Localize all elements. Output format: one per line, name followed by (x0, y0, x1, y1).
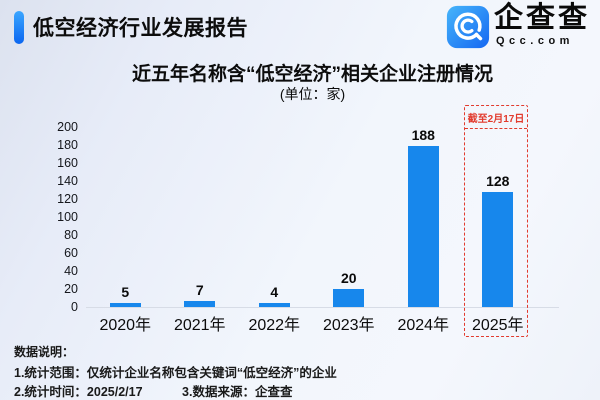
y-tick-label: 60 (64, 246, 78, 260)
y-tick-label: 140 (57, 174, 78, 188)
bar-group-2023: 20 (312, 127, 387, 307)
bar-2022 (258, 303, 290, 307)
annotation-label: 截至2月17日 (465, 106, 527, 129)
y-tick-label: 80 (64, 228, 78, 242)
bar-value-label: 4 (270, 284, 279, 301)
logo-name: 企查查 (493, 2, 590, 34)
y-tick-label: 100 (57, 210, 78, 224)
x-label-2024: 2024年 (397, 317, 450, 334)
footnote-line1: 1.统计范围：仅统计企业名称包含关键词“低空经济”的企业 (14, 366, 337, 380)
x-label-2022: 2022年 (248, 317, 301, 334)
bar-value-label: 128 (486, 172, 510, 189)
bar-2025 (482, 191, 514, 307)
y-tick-label: 200 (57, 120, 78, 134)
bar-2023 (333, 289, 365, 307)
x-label-2025: 2025年 (471, 317, 524, 334)
bar-2021 (184, 300, 216, 307)
bar-group-2021: 7 (163, 127, 238, 307)
y-tick-label: 180 (57, 138, 78, 152)
logo-text: 企查查 Qcc.com (494, 3, 590, 47)
footnote-data-source: 3.数据来源：企查查 (182, 385, 293, 399)
chart-unit-label: (单位：家) (279, 86, 346, 102)
bar-value-label: 188 (411, 127, 435, 143)
chart-title: 近五年名称含“低空经济”相关企业注册情况 (131, 64, 493, 85)
x-label-2023: 2023年 (322, 317, 375, 334)
x-axis-baseline (86, 307, 559, 308)
footnote-line2: 2.统计时间：2025/2/17 3.数据来源：企查查 (14, 381, 292, 400)
footnote-stat-time: 2.统计时间：2025/2/17 (14, 385, 143, 399)
report-title: 低空经济行业发展报告 (33, 17, 248, 40)
y-tick-label: 40 (64, 264, 78, 278)
y-tick-label: 0 (71, 300, 78, 314)
bar-value-label: 7 (195, 281, 204, 298)
bar-chart: 5 7 4 20 188 128 (88, 127, 535, 307)
bar-2024 (407, 146, 439, 307)
qcc-spiral-search-icon (446, 5, 490, 49)
bar-group-2024: 188 (386, 127, 461, 307)
annotation-dashed-box-2025: 截至2月17日 (464, 105, 528, 337)
bar-group-2020: 5 (88, 127, 163, 307)
bar-group-2025: 128 (461, 127, 536, 307)
qcc-logo: 企查查 Qcc.com (446, 3, 590, 49)
footnote-heading: 数据说明： (14, 345, 75, 359)
bar-value-label: 5 (121, 283, 130, 300)
y-tick-label: 120 (57, 192, 78, 206)
y-tick-label: 20 (64, 282, 78, 296)
x-label-2021: 2021年 (173, 317, 226, 334)
bar-value-label: 20 (340, 270, 357, 286)
logo-domain: Qcc.com (495, 35, 574, 47)
y-tick-label: 160 (57, 156, 78, 170)
y-axis: 0 20 40 60 80 100 120 140 160 180 200 (30, 0, 78, 340)
x-axis-labels: 2020年 2021年 2022年 2023年 2024年 2025年 (88, 311, 535, 335)
bar-2020 (109, 302, 141, 307)
x-label-2020: 2020年 (99, 317, 152, 334)
title-accent-bar (14, 11, 24, 44)
bar-group-2022: 4 (237, 127, 312, 307)
